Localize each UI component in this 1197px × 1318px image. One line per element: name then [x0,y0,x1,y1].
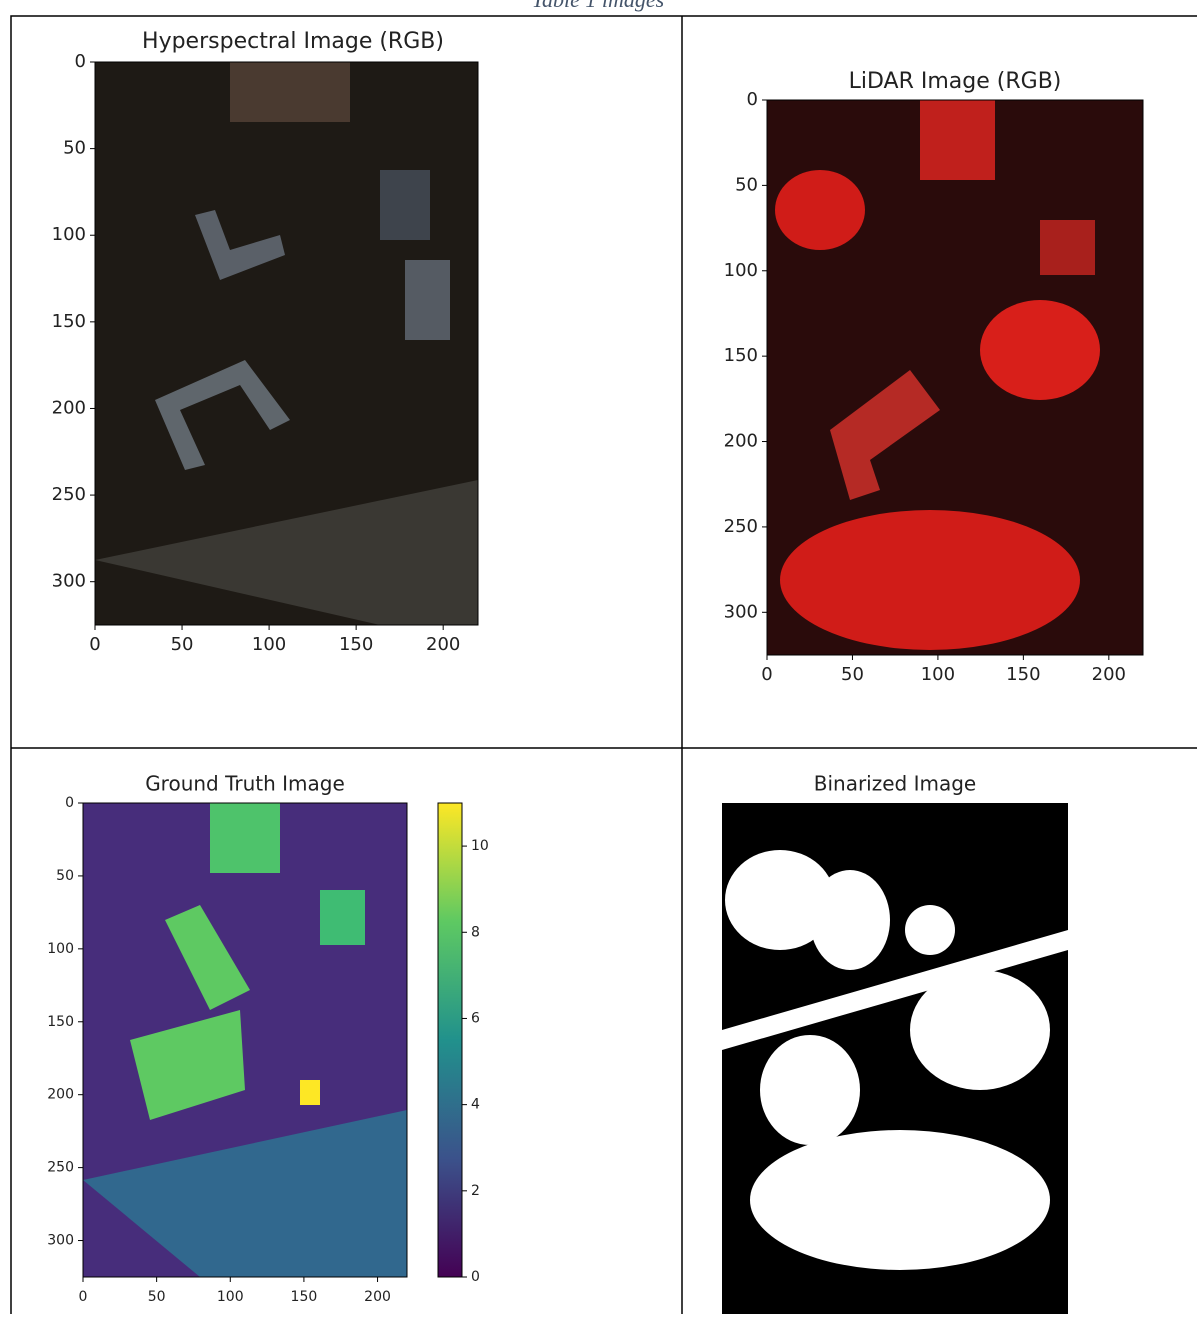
y-tick-label: 300 [52,571,86,592]
x-tick-label: 0 [761,664,772,685]
panel-title: Binarized Image [814,772,976,796]
y-tick-label: 150 [724,345,758,366]
x-tick-label: 50 [841,664,864,685]
y-tick-label: 300 [47,1233,74,1249]
page: {"caption": "Table 1 images", "panels": … [0,0,1197,1314]
x-tick-label: 50 [171,634,194,655]
ground-truth-image [83,803,407,1277]
y-tick-label: 150 [47,1014,74,1030]
colorbar-tick-label: 4 [471,1097,480,1113]
colorbar-tick-label: 6 [471,1010,480,1026]
y-tick-label: 50 [56,868,74,884]
binarized-image [722,803,1068,1314]
colorbar [438,803,462,1277]
y-tick-label: 150 [52,311,86,332]
colorbar-tick-label: 10 [471,838,489,854]
y-tick-label: 250 [52,484,86,505]
colorbar-tick-label: 8 [471,924,480,940]
x-tick-label: 50 [148,1289,166,1305]
table-caption: Table 1 images [532,0,664,12]
hyperspectral-image [95,62,478,625]
y-tick-label: 200 [52,397,86,418]
y-tick-label: 0 [65,795,74,811]
x-tick-label: 100 [921,664,955,685]
x-tick-label: 0 [89,634,100,655]
x-tick-label: 150 [1006,664,1040,685]
x-tick-label: 100 [217,1289,244,1305]
x-tick-label: 150 [339,634,373,655]
document: Table 1 images [0,0,1197,1314]
y-tick-label: 250 [47,1160,74,1176]
y-tick-label: 250 [724,516,758,537]
y-tick-label: 0 [75,51,86,72]
panel-title: Ground Truth Image [145,772,345,796]
x-tick-label: 200 [1092,664,1126,685]
x-tick-label: 150 [291,1289,318,1305]
y-tick-label: 50 [63,138,86,159]
y-tick-label: 100 [52,224,86,245]
x-tick-label: 0 [79,1289,88,1305]
y-tick-label: 0 [747,89,758,110]
panel-title: Hyperspectral Image (RGB) [142,29,444,54]
x-tick-label: 200 [426,634,460,655]
x-tick-label: 200 [364,1289,391,1305]
colorbar-tick-label: 2 [471,1183,480,1199]
y-tick-label: 200 [47,1087,74,1103]
y-tick-label: 200 [724,431,758,452]
y-tick-label: 50 [735,174,758,195]
colorbar-tick-label: 0 [471,1269,480,1285]
y-tick-label: 100 [724,260,758,281]
panel-title: LiDAR Image (RGB) [849,69,1062,94]
y-tick-label: 100 [47,941,74,957]
lidar-image [767,100,1143,655]
x-tick-label: 100 [252,634,286,655]
y-tick-label: 300 [724,601,758,622]
